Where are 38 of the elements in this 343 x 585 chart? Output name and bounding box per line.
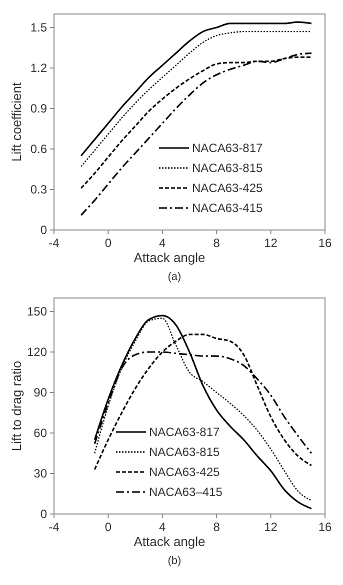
x-tick-label: 12: [264, 236, 278, 250]
x-tick-label: -4: [48, 520, 60, 534]
y-tick-label: 150: [26, 304, 48, 319]
x-tick-label: -4: [48, 236, 60, 250]
x-tick-label: 8: [213, 236, 220, 250]
y-tick-label: 30: [34, 466, 48, 481]
x-axis-title: Attack angle: [134, 250, 206, 265]
legend-label: NACA63-815: [149, 445, 220, 460]
legend-label: NACA63-817: [192, 141, 264, 156]
x-tick-label: 0: [104, 236, 112, 250]
x-tick-label: 8: [213, 520, 220, 534]
legend-label: NACA63-415: [192, 201, 264, 216]
legend-label: NACA63–415: [149, 485, 223, 500]
y-axis-title: Lift to drag ratio: [9, 360, 24, 452]
x-tick-label: 16: [318, 520, 332, 534]
y-tick-label: 1.2: [30, 61, 48, 76]
y-tick-label: 0: [40, 507, 48, 522]
y-tick-label: 1.5: [30, 20, 48, 35]
text: (b): [168, 555, 182, 567]
y-tick-label: 90: [34, 386, 48, 400]
y-tick-label: 0.6: [30, 142, 48, 156]
x-tick-label: 4: [159, 520, 166, 534]
x-tick-label: 0: [104, 520, 112, 534]
x-tick-label: 16: [318, 236, 332, 250]
y-tick-label: 0: [40, 223, 48, 238]
legend-label: NACA63-815: [192, 161, 264, 176]
legend-label: NACA63-817: [149, 425, 220, 440]
x-tick-label: 4: [159, 236, 166, 250]
y-tick-label: 120: [26, 345, 48, 360]
legend-label: NACA63-425: [192, 181, 264, 196]
y-tick-label: 0.9: [30, 102, 48, 116]
x-axis-title: Attack angle: [134, 534, 206, 549]
x-tick-label: 12: [264, 520, 278, 534]
y-tick-label: 0.3: [30, 182, 48, 197]
y-tick-label: 60: [34, 426, 48, 440]
legend-label: NACA63-425: [149, 465, 220, 480]
y-axis-title: Lift coefficient: [9, 82, 24, 162]
text: (a): [168, 271, 182, 283]
